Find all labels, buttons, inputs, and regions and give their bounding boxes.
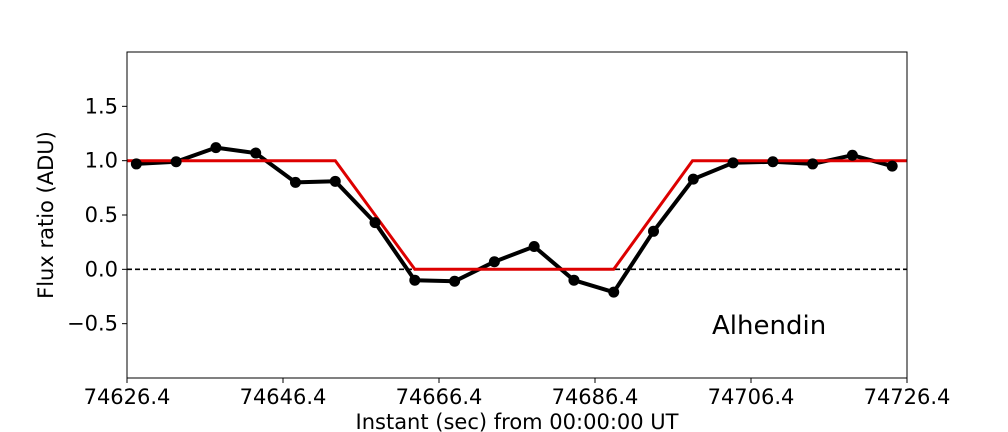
y-axis-title: Flux ratio (ADU)	[34, 131, 58, 299]
observed-point	[528, 241, 540, 253]
y-tick-label: 1.0	[85, 149, 118, 173]
y-tick-label: 0.5	[85, 203, 118, 227]
y-tick-label: 0.0	[85, 257, 118, 281]
x-axis-title: Instant (sec) from 00:00:00 UT	[356, 410, 679, 432]
x-tick-label: 74706.4	[708, 385, 795, 409]
observed-point	[846, 149, 858, 161]
annotation-label: Alhendin	[712, 311, 826, 341]
observed-point	[807, 158, 819, 170]
observed-point	[449, 275, 461, 287]
plot-area	[127, 52, 907, 378]
x-tick-label: 74686.4	[552, 385, 639, 409]
observed-point	[369, 217, 381, 229]
x-tick-label: 74646.4	[240, 385, 327, 409]
observed-point	[250, 147, 262, 159]
observed-point	[568, 274, 580, 286]
observed-point	[648, 225, 659, 237]
observed-point	[210, 142, 222, 154]
observed-point	[488, 256, 500, 268]
observed-point	[687, 173, 699, 185]
observed-point	[130, 158, 142, 170]
x-tick-label: 74626.4	[84, 385, 171, 409]
y-tick-label: 1.5	[85, 94, 118, 118]
observed-point	[886, 160, 898, 172]
observed-point	[289, 176, 301, 188]
observed-point	[608, 286, 620, 298]
observed-point	[767, 156, 779, 168]
y-tick-label: −0.5	[67, 312, 118, 336]
observed-point	[727, 157, 739, 169]
observed-point	[329, 175, 341, 187]
observed-point	[170, 156, 182, 168]
x-tick-label: 74726.4	[864, 385, 951, 409]
x-tick-label: 74666.4	[396, 385, 483, 409]
observed-point	[409, 274, 421, 286]
